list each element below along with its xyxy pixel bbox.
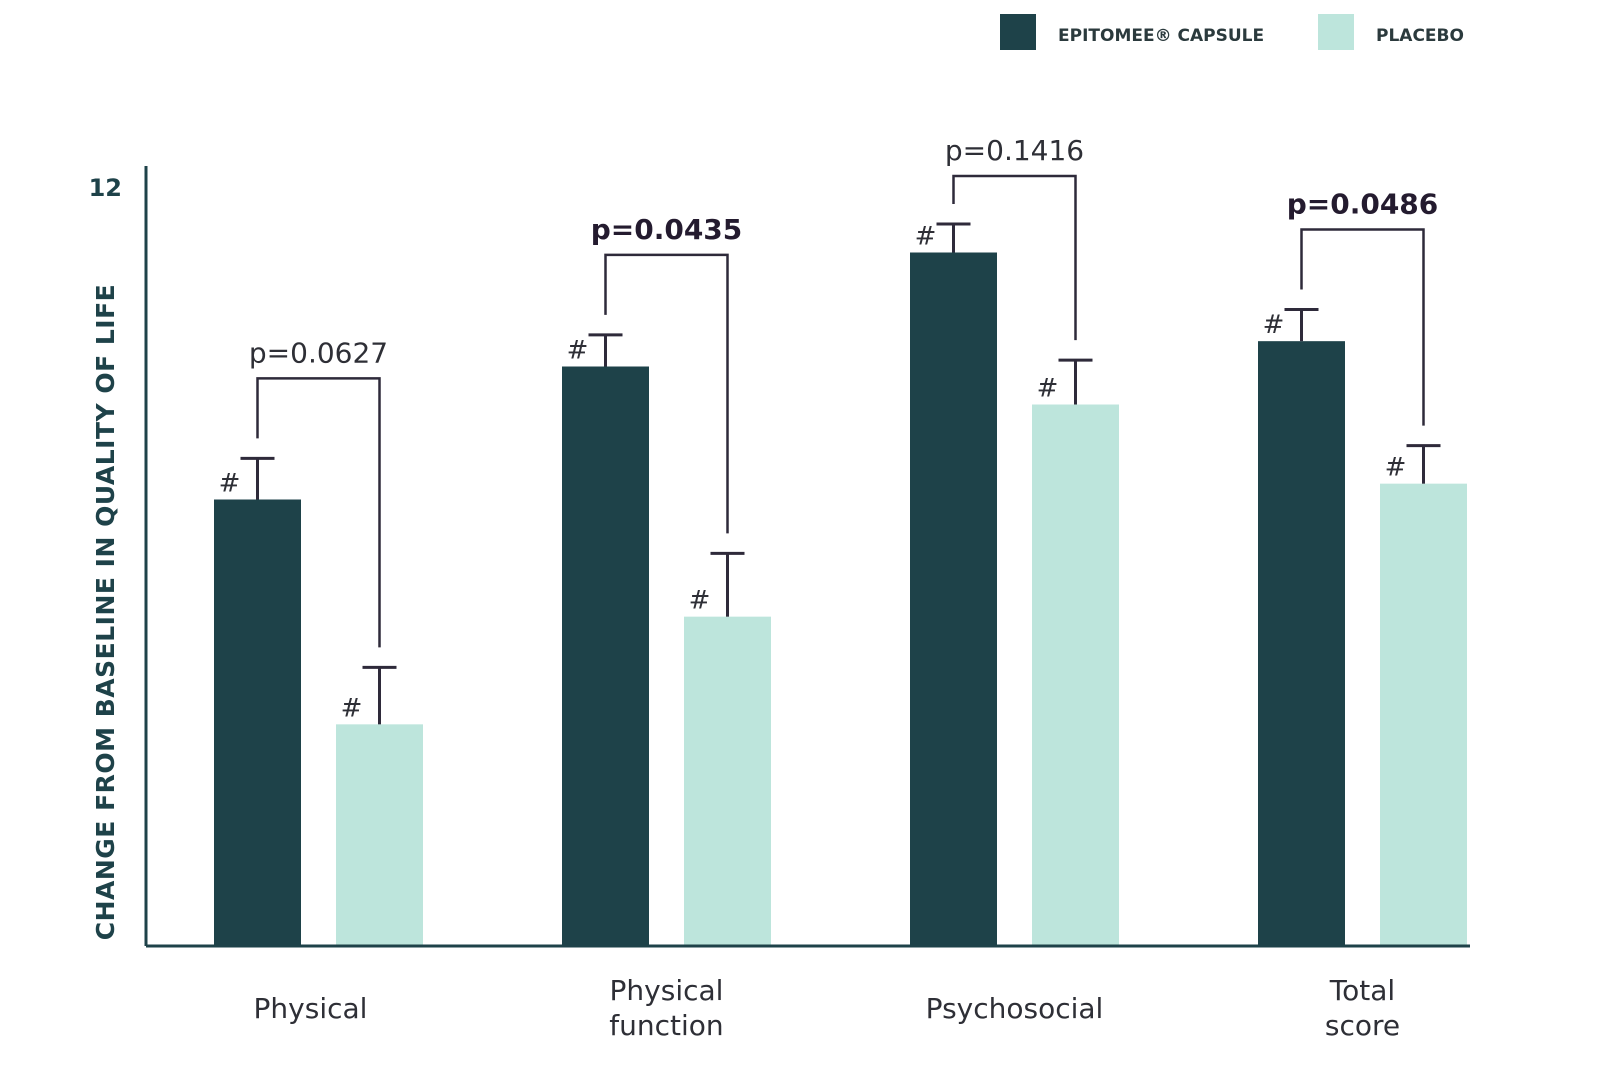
significance-marker-placebo-1: # bbox=[689, 586, 711, 616]
comparison-bracket-1 bbox=[604, 253, 729, 534]
comparison-bracket-3 bbox=[1300, 228, 1425, 426]
p-value-label-1: p=0.0435 bbox=[591, 213, 743, 246]
bar-placebo-0 bbox=[336, 724, 423, 946]
category-label-1: Physical function bbox=[609, 974, 723, 1042]
category-label-line: function bbox=[609, 1009, 723, 1042]
bar-epitomee-2 bbox=[910, 252, 997, 946]
bar-placebo-2 bbox=[1032, 404, 1119, 946]
comparison-bracket-0 bbox=[256, 377, 381, 648]
legend-swatch-epitomee bbox=[1000, 14, 1036, 50]
significance-marker-placebo-0: # bbox=[341, 693, 363, 723]
category-label-line: Total bbox=[1329, 974, 1395, 1007]
p-value-label-3: p=0.0486 bbox=[1287, 188, 1439, 221]
y-tick-label-12: 12 bbox=[89, 174, 122, 202]
y-axis-label: CHANGE FROM BASELINE IN QUALITY OF LIFE bbox=[91, 284, 120, 941]
comparison-bracket-2 bbox=[952, 174, 1077, 341]
category-label-line: score bbox=[1325, 1009, 1400, 1042]
category-label-0: Physical bbox=[254, 992, 368, 1025]
category-label-3: Total score bbox=[1325, 974, 1400, 1042]
significance-marker-epitomee-0: # bbox=[219, 469, 241, 499]
legend-label-placebo: PLACEBO bbox=[1376, 26, 1464, 46]
legend-swatch-placebo bbox=[1318, 14, 1354, 50]
p-value-label-2: p=0.1416 bbox=[945, 134, 1084, 167]
category-label-2: Psychosocial bbox=[926, 992, 1104, 1025]
significance-marker-epitomee-3: # bbox=[1263, 310, 1285, 340]
bar-epitomee-1 bbox=[562, 366, 649, 946]
bar-epitomee-3 bbox=[1258, 341, 1345, 947]
bar-placebo-3 bbox=[1380, 483, 1467, 946]
significance-marker-placebo-2: # bbox=[1037, 374, 1059, 404]
significance-marker-epitomee-1: # bbox=[567, 336, 589, 366]
bar-epitomee-0 bbox=[214, 499, 301, 946]
legend-label-epitomee: EPITOMEE® CAPSULE bbox=[1058, 26, 1264, 46]
p-value-label-0: p=0.0627 bbox=[249, 336, 388, 369]
legend: EPITOMEE® CAPSULE PLACEBO bbox=[1000, 14, 1464, 50]
category-label-line: Psychosocial bbox=[926, 992, 1104, 1025]
significance-marker-placebo-3: # bbox=[1385, 453, 1407, 483]
category-label-line: Physical bbox=[610, 974, 724, 1007]
category-label-line: Physical bbox=[254, 992, 368, 1025]
bar-placebo-1 bbox=[684, 616, 771, 946]
significance-marker-epitomee-2: # bbox=[915, 222, 937, 252]
